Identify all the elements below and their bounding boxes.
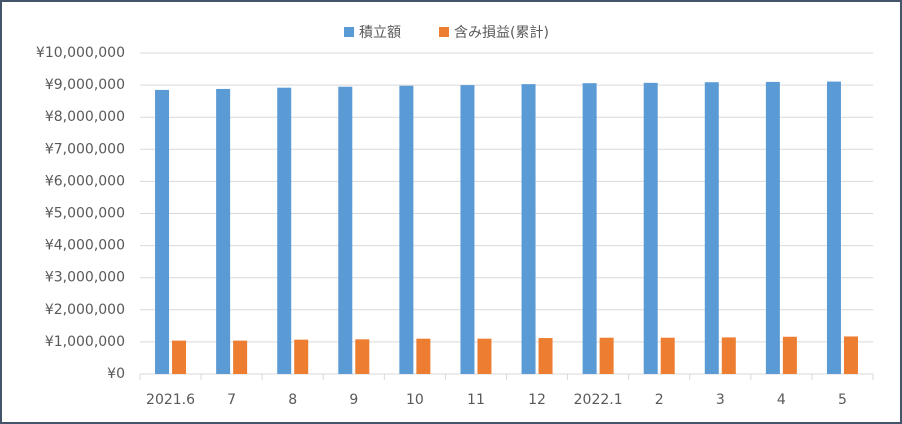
x-tick-label: 2022.1 (574, 392, 623, 408)
y-tick-label: ¥5,000,000 (45, 206, 125, 222)
bar (582, 83, 597, 374)
x-tick-label: 5 (838, 392, 847, 408)
bar (521, 84, 536, 375)
x-tick-label: 3 (716, 392, 725, 408)
bar (233, 340, 248, 374)
legend-label: 積立額 (359, 25, 401, 41)
bar (704, 82, 719, 374)
y-tick-label: ¥4,000,000 (45, 238, 125, 254)
bar (599, 337, 614, 374)
bar (399, 85, 414, 374)
bar (172, 340, 187, 374)
x-tick-label: 4 (777, 392, 786, 408)
y-tick-label: ¥1,000,000 (45, 334, 125, 350)
x-tick-label: 11 (467, 392, 485, 408)
bar (277, 87, 292, 374)
bar (721, 337, 736, 374)
y-tick-label: ¥7,000,000 (45, 141, 125, 157)
bar (355, 339, 370, 374)
bar (416, 338, 431, 374)
x-tick-label: 7 (227, 392, 236, 408)
bar (782, 336, 797, 374)
legend-swatch (344, 27, 354, 37)
x-tick-label: 2021.6 (146, 392, 195, 408)
bar (843, 336, 858, 374)
y-tick-label: ¥9,000,000 (45, 77, 125, 93)
y-tick-label: ¥2,000,000 (45, 302, 125, 318)
y-tick-label: ¥0 (107, 366, 125, 382)
bar (826, 81, 841, 374)
bar (155, 89, 170, 374)
bar (765, 81, 780, 374)
y-tick-label: ¥10,000,000 (36, 45, 125, 61)
y-tick-label: ¥3,000,000 (45, 270, 125, 286)
x-tick-label: 12 (528, 392, 546, 408)
legend-swatch (439, 27, 449, 37)
x-tick-label: 10 (406, 392, 424, 408)
bar (216, 88, 231, 375)
y-tick-label: ¥8,000,000 (45, 109, 125, 125)
x-tick-label: 2 (655, 392, 664, 408)
x-tick-label: 8 (288, 392, 297, 408)
bar (460, 85, 475, 374)
bar (538, 338, 553, 374)
legend-label: 含み損益(累計) (454, 25, 549, 41)
y-tick-label: ¥6,000,000 (45, 173, 125, 189)
bar (643, 82, 658, 374)
x-tick-label: 9 (349, 392, 358, 408)
bar (660, 337, 675, 374)
bar (477, 338, 492, 374)
bar (294, 339, 309, 374)
bar (338, 86, 353, 374)
